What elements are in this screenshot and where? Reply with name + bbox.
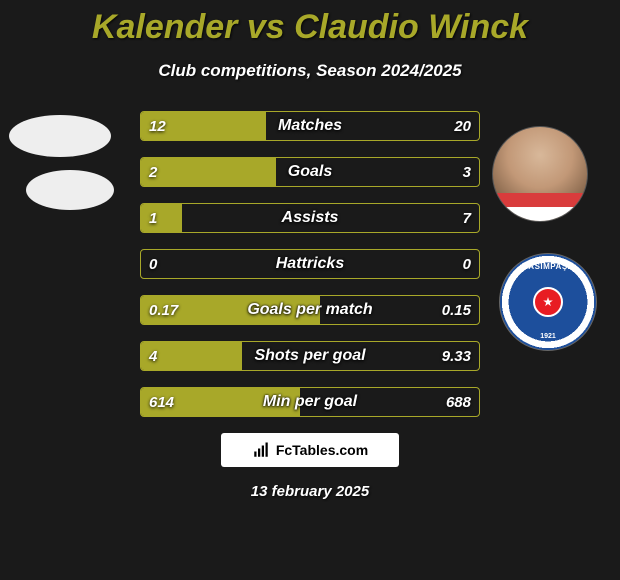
stat-label: Assists: [141, 204, 479, 232]
right-team-badge: KASIMPAŞA 1921: [499, 253, 597, 351]
stat-right-value: 688: [446, 388, 471, 416]
stat-row-hattricks: 0 Hattricks 0: [140, 249, 480, 279]
badge-year: 1921: [500, 333, 596, 340]
chart-icon: [252, 441, 270, 459]
page-title: Kalender vs Claudio Winck: [0, 0, 620, 47]
stat-row-min-per-goal: 614 Min per goal 688: [140, 387, 480, 417]
badge-club-name: KASIMPAŞA: [500, 262, 596, 271]
stat-right-value: 9.33: [442, 342, 471, 370]
stat-right-value: 20: [454, 112, 471, 140]
page-subtitle: Club competitions, Season 2024/2025: [0, 61, 620, 81]
stat-right-value: 0: [463, 250, 471, 278]
right-player-avatar: [492, 126, 588, 222]
stat-label: Shots per goal: [141, 342, 479, 370]
avatar-placeholder-icon: [9, 115, 111, 157]
badge-crest-icon: [533, 287, 563, 317]
left-team-badge: [26, 170, 114, 210]
watermark-text: FcTables.com: [276, 442, 368, 458]
stat-right-value: 0.15: [442, 296, 471, 324]
stat-label: Matches: [141, 112, 479, 140]
stat-label: Min per goal: [141, 388, 479, 416]
watermark: FcTables.com: [221, 433, 399, 467]
stat-row-assists: 1 Assists 7: [140, 203, 480, 233]
stat-label: Hattricks: [141, 250, 479, 278]
stats-comparison: 12 Matches 20 2 Goals 3 1 Assists 7 0 Ha…: [140, 111, 480, 417]
stat-row-goals-per-match: 0.17 Goals per match 0.15: [140, 295, 480, 325]
stat-row-shots-per-goal: 4 Shots per goal 9.33: [140, 341, 480, 371]
stat-right-value: 3: [463, 158, 471, 186]
left-player-avatar: [9, 115, 111, 157]
stat-label: Goals: [141, 158, 479, 186]
stat-label: Goals per match: [141, 296, 479, 324]
stat-row-matches: 12 Matches 20: [140, 111, 480, 141]
stat-row-goals: 2 Goals 3: [140, 157, 480, 187]
stat-right-value: 7: [463, 204, 471, 232]
footer-date: 13 february 2025: [0, 483, 620, 500]
